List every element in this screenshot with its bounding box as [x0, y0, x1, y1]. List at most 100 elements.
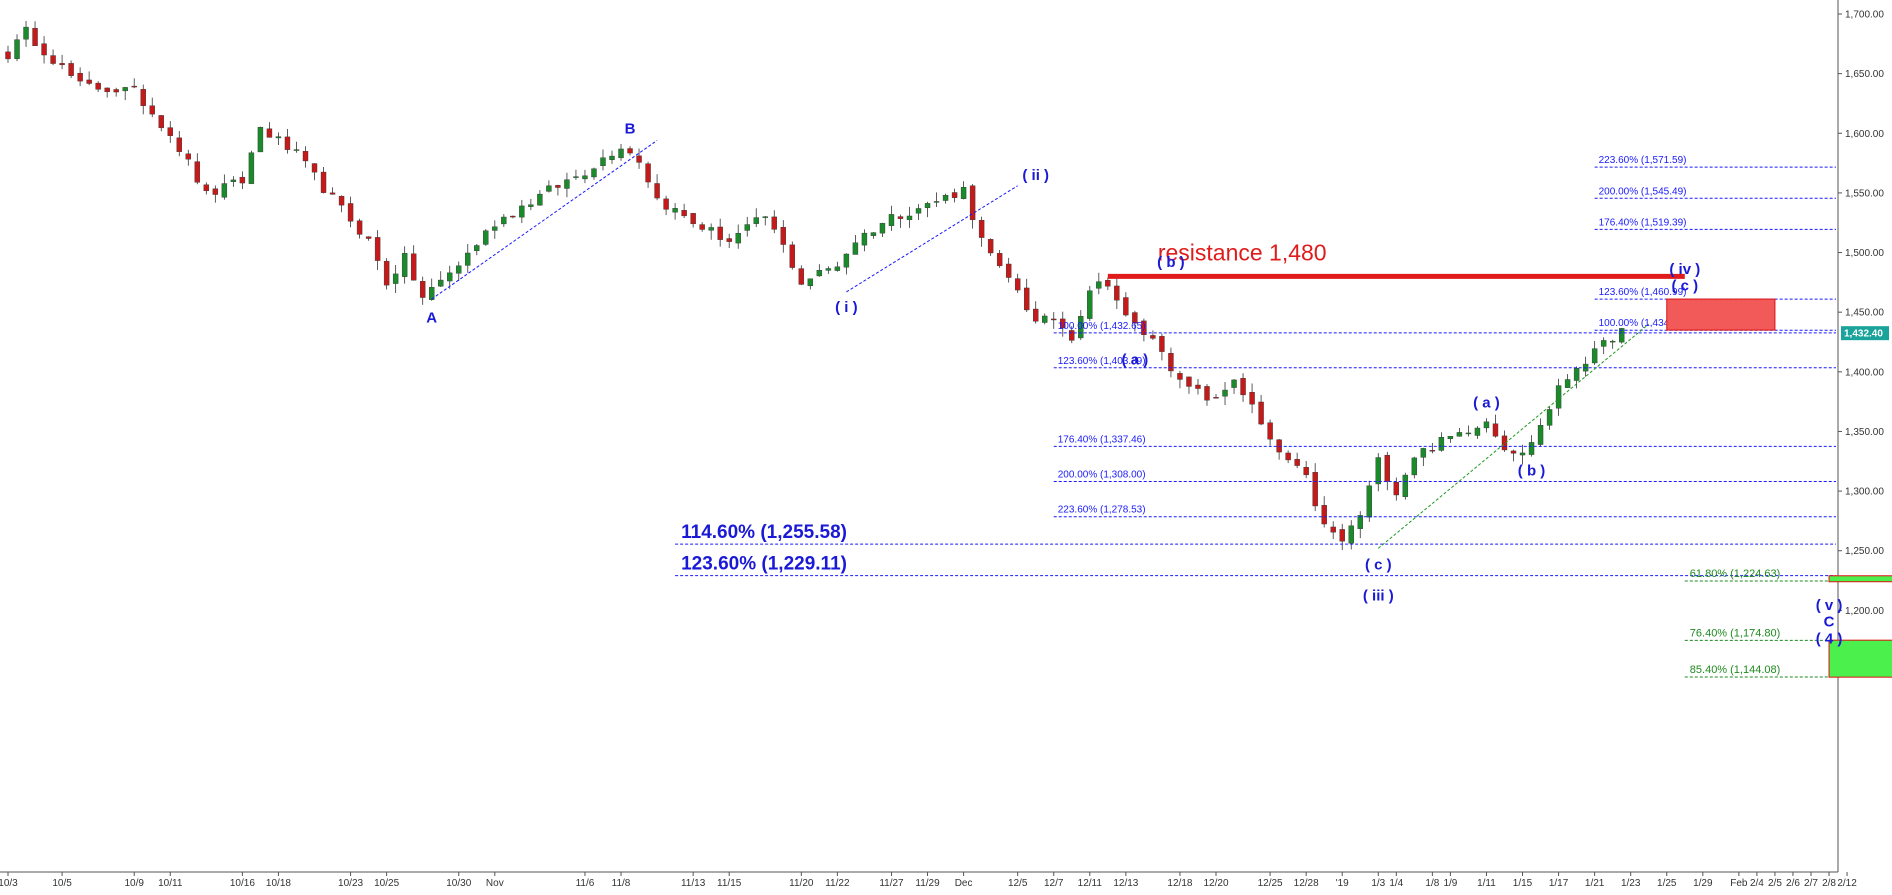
candle-body	[1150, 335, 1156, 339]
candle-body	[104, 87, 110, 93]
candle-body	[383, 260, 390, 286]
candle-body	[1519, 452, 1526, 456]
candle-body	[798, 268, 805, 285]
candle-body	[5, 51, 11, 60]
candle-body	[50, 55, 56, 64]
candle-body	[555, 185, 561, 188]
fib-label: 123.60% (1,229.11)	[681, 554, 847, 575]
candle-body	[870, 232, 877, 236]
candle-body	[1060, 318, 1066, 329]
candle-body	[1438, 437, 1445, 451]
candle-body	[194, 161, 201, 183]
candle-body	[374, 237, 381, 261]
candle-body	[365, 236, 372, 239]
candle-body	[906, 215, 913, 221]
fib-label: 123.60% (1,460.99)	[1599, 287, 1687, 298]
candle-body	[789, 244, 796, 268]
candle-body	[1285, 452, 1291, 461]
candle-body	[474, 245, 480, 251]
candle-body	[1069, 330, 1075, 341]
candle-body	[1177, 373, 1183, 380]
candle-body	[807, 278, 814, 287]
candle-body	[825, 268, 832, 271]
candle-body	[609, 155, 615, 160]
candle-body	[753, 217, 759, 224]
candle-body	[140, 89, 146, 106]
fib-label: 223.60% (1,278.53)	[1058, 505, 1146, 516]
candle-body	[636, 155, 642, 163]
trendline-i-ii	[846, 185, 1018, 293]
candle-body	[212, 188, 219, 195]
candle-body	[924, 203, 931, 209]
candle-body	[879, 223, 886, 234]
candle-body	[942, 195, 949, 201]
candle-body	[780, 227, 786, 245]
candle-body	[1042, 315, 1048, 323]
candle-body	[1294, 459, 1300, 466]
candle-body	[960, 186, 967, 199]
candle-body	[356, 220, 363, 235]
x-tick-label: 11/8	[612, 878, 631, 889]
candle-body	[1501, 435, 1508, 451]
candle-body	[1276, 439, 1282, 453]
x-tick-label: 12/13	[1113, 878, 1138, 889]
x-tick-label: 1/25	[1657, 878, 1677, 889]
candle-body	[582, 175, 588, 180]
candle-body	[1204, 386, 1210, 401]
candle-body	[176, 137, 182, 152]
fib-label: 223.60% (1,571.59)	[1599, 155, 1687, 166]
x-tick-label: 1/17	[1549, 878, 1569, 889]
candle-body	[230, 179, 237, 182]
candle-body	[681, 210, 687, 217]
x-tick-label: 2/6	[1786, 878, 1800, 889]
candle-body	[158, 115, 164, 129]
candle-body	[203, 184, 210, 192]
y-tick-label: 1,650.00	[1845, 69, 1884, 80]
candle-body	[266, 128, 273, 138]
fib-label: 114.60% (1,255.58)	[681, 522, 847, 543]
x-tick-label: 1/3	[1371, 878, 1385, 889]
candle-body	[131, 85, 137, 88]
candle-body	[1618, 328, 1625, 343]
candle-body	[1249, 391, 1255, 405]
candle-body	[1537, 425, 1544, 445]
candle-body	[95, 82, 101, 90]
wave-label: ( ii )	[1022, 167, 1049, 184]
candle-body	[564, 179, 570, 189]
candle-body	[654, 183, 660, 199]
y-tick-label: 1,250.00	[1845, 546, 1884, 557]
candle-body	[744, 224, 750, 231]
x-tick-label: 10/25	[374, 878, 399, 889]
candle-body	[1510, 450, 1517, 454]
wave-label: ( a )	[1473, 395, 1500, 412]
wave-label: ( 4 )	[1816, 630, 1843, 647]
x-tick-label: 10/3	[0, 878, 18, 889]
candle-body	[1258, 401, 1264, 425]
x-tick-label: 11/29	[915, 878, 940, 889]
candle-body	[690, 213, 696, 225]
candle-body	[23, 26, 29, 40]
candle-body	[852, 242, 859, 255]
fib-label: 100.00% (1,434.89)	[1599, 318, 1687, 329]
candle-body	[113, 89, 119, 93]
last-price-tag	[1841, 326, 1889, 341]
y-tick-label: 1,400.00	[1845, 367, 1884, 378]
candle-body	[438, 279, 444, 287]
last-price-label: 1,432.40	[1844, 329, 1883, 340]
candle-body	[275, 136, 282, 139]
trendline-a-b	[431, 140, 658, 300]
x-tick-label: Feb	[1730, 878, 1748, 889]
fib-label: 100.00% (1,432.65)	[1058, 321, 1146, 332]
candle-body	[600, 157, 606, 167]
fib-label: 176.40% (1,337.46)	[1058, 434, 1146, 445]
x-tick-label: 1/23	[1621, 878, 1641, 889]
candle-body	[1231, 379, 1237, 388]
candle-body	[149, 105, 155, 115]
x-tick-label: 2/4	[1750, 878, 1764, 889]
candle-body	[1591, 348, 1598, 364]
candle-body	[1474, 427, 1481, 436]
candle-body	[483, 230, 489, 245]
x-tick-label: 10/18	[266, 878, 291, 889]
candle-body	[284, 136, 291, 150]
x-tick-label: 12/25	[1258, 878, 1283, 889]
